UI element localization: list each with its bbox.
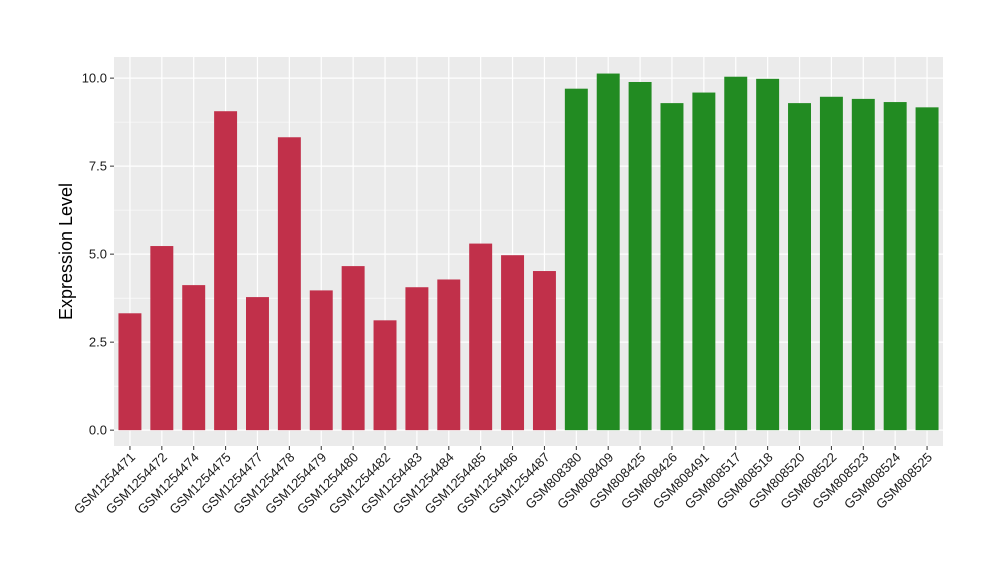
bar-GSM808523 — [851, 98, 875, 431]
bar-GSM1254475 — [214, 111, 238, 431]
bar-GSM1254485 — [469, 243, 493, 431]
bar-GSM1254474 — [182, 285, 206, 431]
bar-GSM1254484 — [437, 279, 461, 431]
bar-GSM808524 — [883, 102, 907, 431]
bar-GSM1254480 — [341, 266, 365, 431]
bar-GSM808517 — [724, 76, 748, 431]
bar-GSM1254486 — [501, 255, 525, 431]
bar-GSM808518 — [756, 78, 780, 431]
bars — [118, 73, 939, 431]
bar-GSM808425 — [628, 81, 652, 431]
bar-GSM1254483 — [405, 287, 429, 431]
bar-GSM1254471 — [118, 313, 142, 431]
bar-GSM1254477 — [246, 297, 269, 431]
y-tick-label: 7.5 — [89, 159, 107, 174]
bar-GSM1254487 — [532, 271, 556, 431]
bar-GSM808426 — [660, 103, 684, 431]
bar-GSM808522 — [819, 96, 843, 431]
bar-GSM1254478 — [277, 137, 301, 431]
bar-GSM808409 — [596, 73, 620, 431]
y-tick-label: 0.0 — [89, 423, 107, 438]
y-tick-label: 10.0 — [82, 71, 107, 86]
plot-panel — [114, 57, 943, 446]
bar-GSM1254482 — [373, 320, 397, 431]
y-tick-label: 2.5 — [89, 335, 107, 350]
bar-GSM808491 — [692, 92, 716, 431]
bar-GSM808525 — [915, 107, 939, 431]
bar-GSM808520 — [788, 103, 811, 431]
y-axis: 0.0 2.5 5.0 7.5 10.0 — [82, 71, 114, 438]
x-axis: GSM1254471GSM1254472GSM1254474GSM1254475… — [71, 446, 935, 517]
bar-GSM808380 — [564, 88, 588, 431]
bar-GSM1254479 — [309, 290, 333, 431]
y-axis-title: Expression Level — [56, 183, 76, 320]
bar-GSM1254472 — [150, 246, 174, 431]
y-tick-label: 5.0 — [89, 247, 107, 262]
